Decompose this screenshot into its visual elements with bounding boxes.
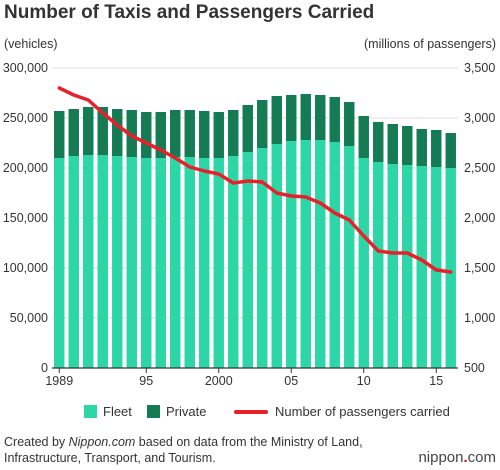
bar-private [155,112,166,158]
bar-fleet [213,158,224,368]
bar-fleet [112,156,123,368]
chart-title: Number of Taxis and Passengers Carried [4,2,375,23]
bar-fleet [257,148,268,368]
x-tick-label: 15 [429,374,443,388]
bar-fleet [300,140,311,368]
y-tick-label-right: 1,500 [464,261,495,275]
brand-part-1: nippon [418,449,464,466]
bar-private [402,126,413,165]
y-tick-label-right: 1,000 [464,311,495,325]
chart-legend: Fleet Private Number of passengers carri… [0,404,500,424]
bar-fleet [286,141,297,368]
bar-private [184,110,195,157]
bar-private [213,112,224,158]
bar-fleet [141,158,152,368]
legend-swatch-passengers [234,409,268,414]
legend-item-fleet: Fleet [84,404,132,419]
y-tick-label-right: 3,000 [464,111,495,125]
legend-label-private: Private [166,404,207,419]
y-tick-label-right: 3,500 [464,61,495,75]
bar-private [141,112,152,158]
bar-private [373,122,384,162]
bar-private [199,111,210,158]
bar-fleet [431,167,442,368]
y-tick-label-left: 250,000 [3,111,48,125]
bar-private [286,95,297,141]
x-tick-label: 1989 [45,374,73,388]
bar-private [242,105,253,152]
bar-fleet [242,152,253,368]
bar-private [112,109,123,156]
y-tick-label-right: 2,500 [464,161,495,175]
x-tick-label: 10 [357,374,371,388]
legend-label-passengers: Number of passengers carried [275,404,450,419]
brand-logo: nippon.com [418,449,496,466]
bar-fleet [126,157,137,368]
source-name: Nippon.com [68,435,136,449]
y-tick-label-left: 100,000 [3,261,48,275]
bar-private [68,109,79,156]
bar-private [257,100,268,148]
bar-fleet [344,146,355,368]
bar-fleet [416,166,427,368]
x-tick-label: 95 [139,374,153,388]
legend-item-private: Private [147,404,206,419]
bar-fleet [155,158,166,368]
bar-fleet [184,157,195,368]
bar-private [54,111,65,158]
source-suffix: based on data from the Ministry of Land,… [4,435,363,465]
bar-private [300,94,311,140]
bar-private [431,130,442,167]
bar-fleet [170,157,181,368]
bar-fleet [402,165,413,368]
legend-label-fleet: Fleet [103,404,132,419]
bar-private [126,110,137,157]
brand-dot: . [463,449,468,466]
source-prefix: Created by [4,435,69,449]
bar-fleet [83,155,94,368]
bar-private [387,124,398,164]
y-tick-label-left: 150,000 [3,211,48,225]
bar-fleet [54,158,65,368]
bar-private [344,102,355,146]
bar-fleet [373,162,384,368]
bar-fleet [315,140,326,368]
bar-fleet [68,156,79,368]
x-tick-label: 2000 [205,374,233,388]
y-tick-label-left: 50,000 [10,311,48,325]
left-axis-unit: (vehicles) [4,37,58,51]
bar-fleet [387,164,398,368]
bar-fleet [329,142,340,368]
bar-private [271,96,282,144]
legend-swatch-fleet [84,405,97,418]
legend-item-passengers: Number of passengers carried [234,404,450,419]
brand-part-2: com [467,449,496,466]
bar-private [315,95,326,140]
bar-fleet [271,144,282,368]
bar-private [170,110,181,157]
y-tick-label-left: 200,000 [3,161,48,175]
right-axis-unit: (millions of passengers) [364,37,496,51]
bar-fleet [445,168,456,368]
source-note: Created by Nippon.com based on data from… [4,434,384,466]
bar-private [83,107,94,155]
bar-private [358,116,369,158]
y-tick-label-right: 500 [464,361,485,375]
bar-private [416,129,427,166]
bar-private [445,133,456,168]
passenger-line [57,86,453,274]
bar-private [228,110,239,156]
taxi-chart: 0 50,000 100,000 150,000 200,000 250,000 300,0… [3,61,496,388]
y-tick-label-left: 300,000 [3,61,48,75]
x-tick-label: 05 [284,374,298,388]
legend-swatch-private [147,405,160,418]
bar-fleet [97,155,108,368]
bar-private [329,97,340,142]
bar-fleet [228,156,239,368]
y-tick-label-left: 0 [41,361,48,375]
bar-fleet [358,158,369,368]
bar-fleet [199,158,210,368]
y-tick-label-right: 2,000 [464,211,495,225]
bar-private [97,107,108,155]
